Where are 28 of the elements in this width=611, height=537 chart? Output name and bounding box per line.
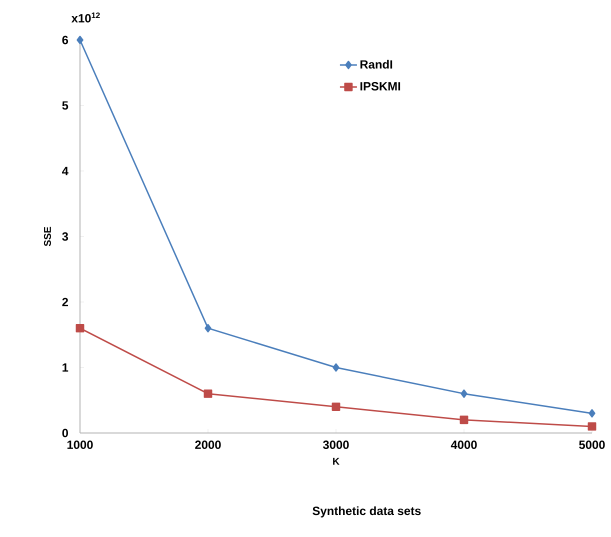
- x-tick-label: 2000: [195, 440, 221, 449]
- legend-label: IPSKMI: [360, 82, 400, 90]
- x-axis-title: K: [333, 458, 340, 465]
- text: x10$^{12}$: [71, 12, 100, 22]
- y-tick-label: 0: [62, 428, 68, 438]
- y-tick-label: 3: [62, 232, 68, 241]
- x-tick-label: 4000: [450, 440, 477, 449]
- x-tick-label: 3000: [322, 440, 349, 450]
- point: [76, 324, 84, 332]
- x-tick-label: 5000: [579, 440, 605, 449]
- y-tick-label: 1: [62, 363, 68, 372]
- point: [332, 363, 340, 372]
- x-tick-label: 1000: [67, 440, 93, 449]
- point: [332, 402, 340, 412]
- y-tick-label: 5: [62, 101, 68, 110]
- point: [588, 422, 596, 431]
- y-tick-label: 6: [62, 36, 68, 44]
- point: [460, 416, 468, 424]
- point: [460, 389, 468, 398]
- y-tick-label: 2: [62, 298, 68, 306]
- y-tick-label: 4: [62, 166, 68, 176]
- point: [76, 36, 84, 44]
- point: [588, 409, 596, 418]
- point: [204, 324, 212, 332]
- legend-label: RandI: [360, 60, 392, 69]
- point: [204, 389, 212, 398]
- y-axis-title: SSE: [44, 226, 51, 246]
- text: Synthetic data sets: [312, 506, 421, 518]
